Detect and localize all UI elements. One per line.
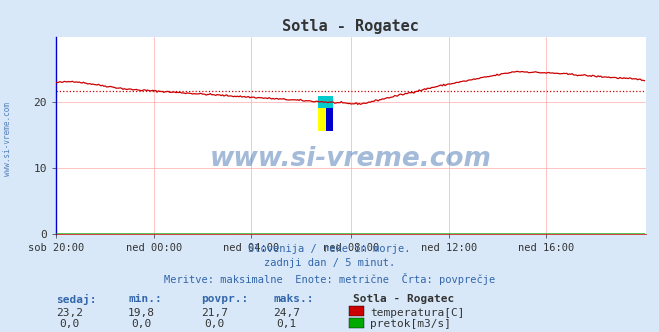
Text: 19,8: 19,8	[129, 308, 155, 318]
Bar	[326, 108, 333, 131]
Text: temperatura[C]: temperatura[C]	[370, 308, 465, 318]
Text: 23,2: 23,2	[56, 308, 82, 318]
Text: Meritve: maksimalne  Enote: metrične  Črta: povprečje: Meritve: maksimalne Enote: metrične Črta…	[164, 273, 495, 285]
Text: 0,0: 0,0	[204, 319, 224, 329]
Text: www.si-vreme.com: www.si-vreme.com	[210, 146, 492, 172]
Text: www.si-vreme.com: www.si-vreme.com	[3, 103, 13, 176]
Text: min.:: min.:	[129, 294, 162, 304]
Text: sedaj:: sedaj:	[56, 294, 96, 305]
Text: 0,0: 0,0	[59, 319, 79, 329]
Text: povpr.:: povpr.:	[201, 294, 248, 304]
Text: Slovenija / reke in morje.: Slovenija / reke in morje.	[248, 244, 411, 254]
Text: 0,0: 0,0	[132, 319, 152, 329]
Text: pretok[m3/s]: pretok[m3/s]	[370, 319, 451, 329]
Text: 21,7: 21,7	[201, 308, 227, 318]
Title: Sotla - Rogatec: Sotla - Rogatec	[283, 19, 419, 34]
Text: Sotla - Rogatec: Sotla - Rogatec	[353, 294, 454, 304]
Bar	[318, 108, 333, 131]
Bar	[318, 96, 333, 108]
Text: 24,7: 24,7	[273, 308, 300, 318]
Text: 0,1: 0,1	[277, 319, 297, 329]
Text: zadnji dan / 5 minut.: zadnji dan / 5 minut.	[264, 258, 395, 268]
Text: maks.:: maks.:	[273, 294, 314, 304]
